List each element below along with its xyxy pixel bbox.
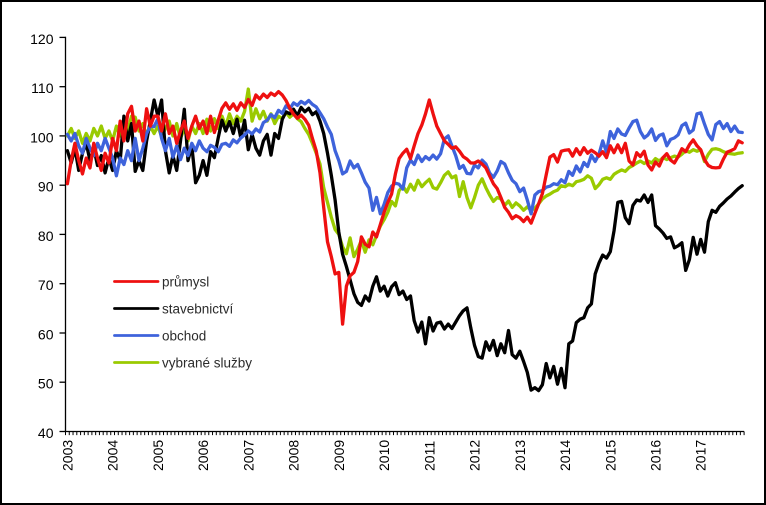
svg-text:100: 100 <box>30 129 54 145</box>
svg-text:2012: 2012 <box>467 440 483 471</box>
svg-text:2010: 2010 <box>376 440 392 471</box>
svg-text:vybrané služby: vybrané služby <box>162 356 252 371</box>
svg-text:obchod: obchod <box>162 329 206 344</box>
svg-text:2013: 2013 <box>512 440 528 471</box>
svg-text:2006: 2006 <box>195 440 211 471</box>
svg-text:60: 60 <box>38 326 54 342</box>
svg-text:2007: 2007 <box>240 440 256 471</box>
svg-text:průmysl: průmysl <box>162 275 209 290</box>
svg-text:2009: 2009 <box>331 440 347 471</box>
svg-text:2005: 2005 <box>150 440 166 471</box>
svg-text:2011: 2011 <box>421 441 437 471</box>
svg-text:stavebnictví: stavebnictví <box>162 302 234 317</box>
svg-text:80: 80 <box>38 228 54 244</box>
svg-text:2014: 2014 <box>557 440 573 471</box>
svg-text:120: 120 <box>30 31 54 47</box>
svg-text:2015: 2015 <box>602 440 618 471</box>
svg-text:2004: 2004 <box>105 440 121 471</box>
svg-text:110: 110 <box>31 80 54 96</box>
svg-text:70: 70 <box>38 277 54 293</box>
svg-text:2008: 2008 <box>286 440 302 471</box>
svg-text:2003: 2003 <box>59 440 75 471</box>
svg-text:40: 40 <box>38 425 54 441</box>
svg-text:90: 90 <box>38 179 54 195</box>
svg-text:2017: 2017 <box>693 440 709 471</box>
svg-text:50: 50 <box>38 376 54 392</box>
svg-text:2016: 2016 <box>648 440 664 471</box>
